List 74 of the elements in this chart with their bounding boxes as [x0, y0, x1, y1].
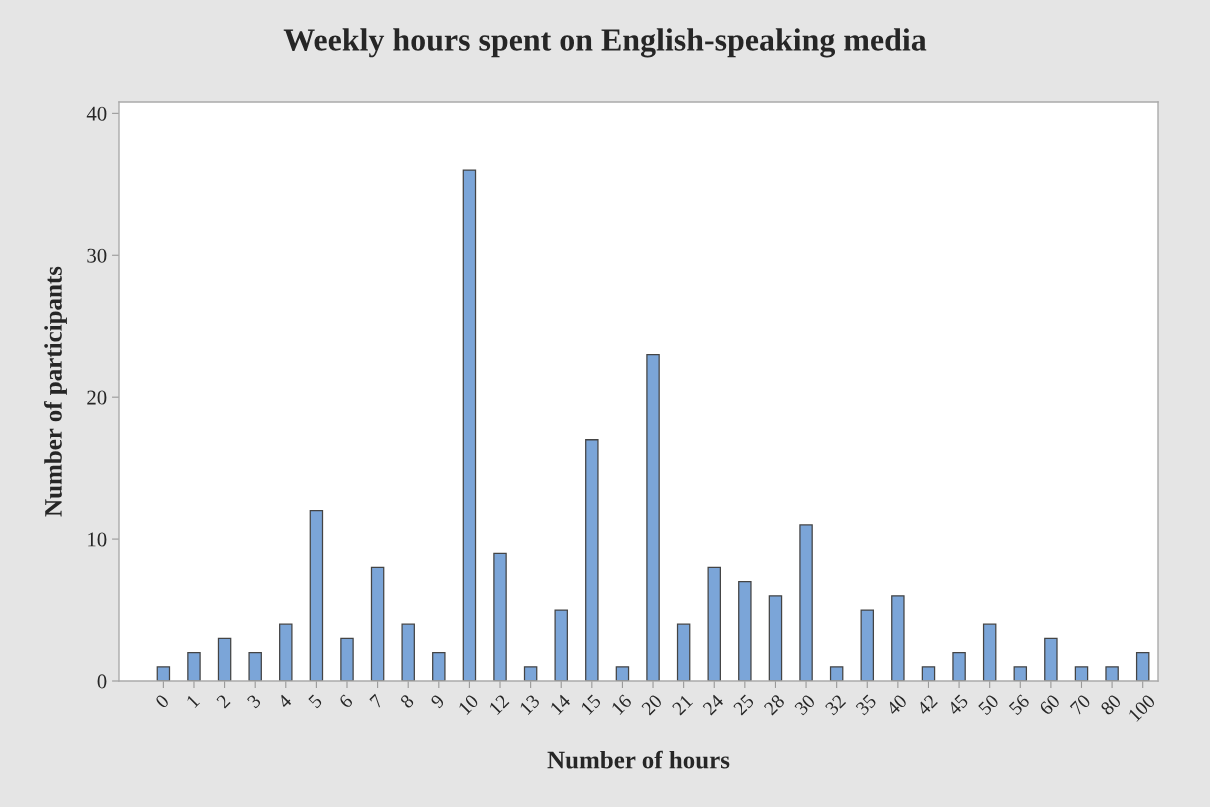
- bar: [707, 566, 721, 681]
- bar: [554, 609, 568, 681]
- x-tick-label: 21: [671, 694, 693, 716]
- x-tick-label: 0: [154, 693, 170, 709]
- bar: [646, 353, 660, 681]
- bar: [187, 651, 201, 681]
- bar: [248, 651, 262, 681]
- x-tick-label: 15: [580, 693, 602, 716]
- x-tick-label: 100: [1127, 693, 1156, 722]
- bar: [1044, 637, 1058, 681]
- y-tick-label: 10: [88, 532, 107, 547]
- x-tick-label: 56: [1008, 693, 1031, 716]
- x-tick-label: 13: [519, 693, 541, 716]
- bar: [523, 666, 538, 681]
- y-tick-label: 0: [97, 674, 107, 689]
- x-tick-label: 8: [399, 693, 415, 709]
- bar: [1074, 666, 1089, 681]
- bar: [768, 595, 783, 681]
- x-tick-label: 6: [338, 693, 354, 709]
- x-tick-label: 35: [855, 693, 878, 716]
- x-tick-label: 30: [794, 693, 816, 716]
- x-tick-label: 25: [732, 693, 755, 716]
- bar: [217, 637, 232, 681]
- x-tick-label: 50: [977, 693, 1000, 716]
- x-tick-label: 16: [610, 693, 633, 716]
- bar: [462, 169, 477, 681]
- x-tick-label: 1: [185, 694, 200, 709]
- x-tick-label: 20: [640, 693, 663, 716]
- bar: [891, 595, 905, 681]
- x-tick-label: 7: [369, 693, 384, 709]
- bar: [370, 566, 385, 681]
- bar: [952, 651, 966, 681]
- x-tick-label: 42: [916, 694, 938, 716]
- x-tick-label: 12: [488, 694, 510, 715]
- x-tick-label: 60: [1038, 693, 1061, 716]
- bar: [156, 666, 171, 681]
- x-tick-label: 32: [824, 694, 847, 716]
- bar: [585, 439, 599, 681]
- bar: [829, 666, 844, 681]
- bar: [676, 623, 691, 681]
- bar: [738, 581, 752, 681]
- bar: [982, 623, 997, 681]
- bar: [921, 666, 936, 681]
- bar: [493, 552, 507, 681]
- x-tick-label: 40: [885, 693, 908, 716]
- bar: [615, 666, 630, 681]
- chart-title: Weekly hours spent on English-speaking media: [283, 28, 927, 58]
- x-tick-label: 4: [276, 693, 293, 709]
- bar: [860, 609, 875, 681]
- x-tick-label: 9: [430, 693, 446, 709]
- x-tick-label: 3: [246, 693, 262, 709]
- bar: [279, 623, 293, 681]
- bar: [799, 524, 813, 681]
- x-tick-label: 45: [946, 693, 969, 716]
- bar: [309, 510, 324, 681]
- y-axis-title: Number of participants: [43, 266, 67, 517]
- x-tick-label: 24: [702, 693, 725, 716]
- bar: [340, 637, 354, 681]
- x-tick-label: 70: [1069, 693, 1092, 716]
- x-tick-label: 80: [1099, 693, 1122, 716]
- x-tick-label: 2: [215, 694, 231, 709]
- bar: [1013, 666, 1028, 681]
- y-tick-label: 40: [86, 106, 107, 121]
- x-axis-title: Number of hours: [547, 750, 730, 769]
- bar: [401, 623, 415, 681]
- x-tick-label: 10: [457, 693, 480, 716]
- bar: [1105, 666, 1119, 681]
- y-tick-label: 30: [87, 248, 107, 263]
- x-tick-label: 5: [308, 693, 323, 709]
- y-tick-label: 20: [87, 390, 107, 405]
- bar: [432, 651, 446, 681]
- x-tick-label: 28: [763, 693, 786, 716]
- x-tick-label: 14: [549, 693, 572, 715]
- bar: [1135, 651, 1150, 681]
